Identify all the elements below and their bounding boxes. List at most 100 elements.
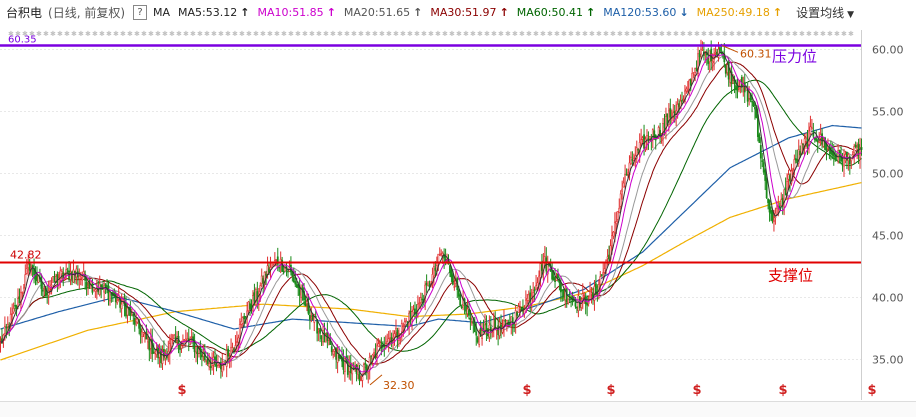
hatch-mark: ✱ (407, 30, 413, 38)
candle-body (577, 295, 580, 311)
hatch-mark: ✱ (617, 30, 623, 38)
candle-body (259, 285, 262, 292)
hatch-mark: ✱ (85, 30, 91, 38)
candle-body (440, 253, 443, 255)
candle-body (336, 353, 339, 363)
candle-body (14, 305, 16, 307)
candle-body (402, 325, 405, 328)
candle-body (379, 341, 381, 344)
hatch-mark: ✱ (295, 30, 301, 38)
hatch-mark: ✱ (148, 30, 154, 38)
hatch-mark: ✱ (603, 30, 609, 38)
candle-body (643, 134, 645, 149)
candle-body (266, 265, 269, 275)
candle-body (637, 149, 640, 151)
candle-body (135, 318, 138, 323)
candle-body (343, 358, 346, 372)
ma-legend-item: MA60:50.41 (516, 5, 583, 19)
candle-body (810, 127, 813, 130)
candle-body (768, 200, 771, 213)
candle-body (184, 338, 187, 341)
candle-body (780, 199, 783, 206)
hatch-mark: ✱ (99, 30, 105, 38)
candle-body (794, 158, 797, 161)
candle-body (485, 323, 488, 331)
candle-body (81, 277, 84, 281)
hatch-mark: ✱ (848, 30, 854, 38)
candle-body (727, 61, 730, 80)
hatch-mark: ✱ (204, 30, 210, 38)
event-marker-icon[interactable]: $ (522, 383, 531, 398)
ma-legend-item: MA5:53.12 (178, 5, 238, 19)
candle-body (36, 275, 38, 282)
candle-body (538, 275, 540, 284)
candle-body (457, 289, 460, 297)
candle-body (209, 366, 212, 368)
candle-body (611, 235, 613, 247)
help-icon[interactable]: ? (133, 4, 148, 20)
hatch-mark: ✱ (764, 30, 770, 38)
candle-body (697, 53, 699, 74)
candle-body (460, 306, 463, 308)
timeline-scrollbar[interactable] (0, 402, 916, 417)
candle-body (517, 306, 520, 313)
candle-body (419, 297, 422, 303)
hatch-mark: ✱ (337, 30, 343, 38)
candle-body (514, 310, 517, 325)
ma-settings-button[interactable]: 设置均线 ▼ (796, 4, 854, 21)
candle-body (748, 92, 751, 99)
candle-body (606, 256, 609, 259)
candle-body (179, 343, 181, 350)
candle-body (667, 110, 670, 126)
candle-body (590, 292, 593, 295)
candle-body (843, 157, 845, 167)
event-marker-icon[interactable]: $ (692, 383, 701, 398)
candle-body (412, 309, 415, 314)
event-marker-icon[interactable]: $ (177, 383, 186, 398)
candle-body (240, 321, 243, 325)
candle-body (116, 300, 119, 303)
candle-body (294, 281, 297, 285)
candle-body (618, 207, 621, 213)
candle-body (535, 285, 537, 290)
candle-body (434, 267, 437, 271)
candle-body (208, 363, 211, 367)
low-pointer (369, 374, 383, 386)
candle-body (5, 326, 8, 329)
hatch-mark: ✱ (694, 30, 700, 38)
candle-body (624, 174, 626, 187)
candle-body (409, 310, 412, 318)
candle-body (621, 188, 624, 192)
hatch-mark: ✱ (393, 30, 399, 38)
candle-body (53, 276, 56, 283)
candle-body (818, 140, 821, 143)
hatch-mark: ✱ (792, 30, 798, 38)
candle-body (853, 146, 856, 154)
candle-body (505, 320, 508, 324)
candle-body (583, 294, 586, 297)
event-marker-icon[interactable]: $ (606, 383, 615, 398)
resistance-label: 压力位 (772, 48, 817, 66)
chart-header: 台积电 (日线, 前复权) ? MA MA5:53.12 ↑ MA10:51.85 ↑… (0, 0, 916, 24)
hatch-mark: ✱ (71, 30, 77, 38)
event-marker-icon[interactable]: $ (867, 383, 876, 398)
candle-body (468, 310, 470, 316)
candle-body (533, 289, 536, 292)
event-marker-icon[interactable]: $ (778, 383, 787, 398)
candle-body (271, 262, 273, 268)
candle-body (821, 133, 823, 145)
hatch-mark: ✱ (841, 30, 847, 38)
hatch-mark: ✱ (176, 30, 182, 38)
candle-body (313, 314, 316, 323)
candle-body (576, 306, 578, 309)
ma30-line (0, 61, 862, 365)
candle-body (684, 90, 686, 102)
candle-body (644, 138, 647, 150)
hatch-mark: ✱ (253, 30, 259, 38)
candle-body (66, 270, 69, 272)
candle-body (451, 274, 454, 285)
candle-body (635, 147, 638, 159)
candle-body (472, 321, 475, 324)
hatch-mark: ✱ (547, 30, 553, 38)
candle-body (183, 339, 186, 341)
